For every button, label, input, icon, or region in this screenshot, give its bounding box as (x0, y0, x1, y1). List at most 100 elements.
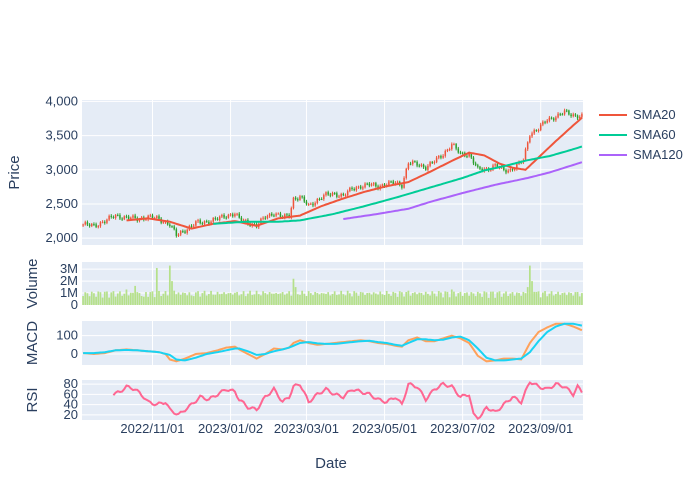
legend-label: SMA20 (633, 107, 676, 122)
candle (392, 181, 394, 184)
volume-y-tick-label: 2M (60, 273, 78, 288)
x-tick-label: 2022/11/01 (120, 421, 184, 436)
macd-panel: 0 100 MACD (24, 321, 583, 365)
candle (316, 198, 319, 204)
candle (110, 215, 113, 217)
volume-bar (396, 296, 399, 305)
volume-bar (440, 292, 442, 305)
candle (470, 153, 473, 158)
volume-bar (357, 295, 360, 305)
candle (201, 223, 204, 225)
volume-bar (194, 292, 197, 305)
candle (550, 117, 553, 119)
volume-bar (296, 294, 299, 305)
candle (303, 196, 306, 202)
volume-bar (299, 294, 301, 305)
legend[interactable]: SMA20 SMA60 SMA120 (599, 107, 683, 162)
volume-bar (418, 292, 421, 305)
candle (114, 214, 117, 218)
candle (242, 219, 245, 221)
x-tick-label: 2023/07/02 (430, 421, 495, 436)
candle (275, 213, 277, 216)
candle (565, 110, 568, 112)
x-tick-label: 2023/03/01 (274, 421, 339, 436)
volume-bar (427, 293, 429, 305)
candle (338, 196, 340, 198)
candle (294, 197, 297, 200)
candle (169, 224, 171, 227)
volume-bar (127, 295, 130, 305)
candle (299, 196, 301, 200)
volume-bar (329, 295, 332, 305)
candle (305, 201, 308, 205)
candle (570, 114, 572, 117)
volume-bar (548, 293, 551, 305)
volume-bar (448, 297, 451, 305)
candle (427, 165, 429, 170)
x-tick-label: 2023/01/02 (198, 421, 263, 436)
legend-item-sma20[interactable]: SMA20 (599, 107, 676, 122)
volume-bar (212, 294, 215, 305)
volume-bar (368, 292, 371, 305)
candle (533, 130, 535, 134)
price-y-tick-label: 3,000 (45, 162, 78, 177)
candle (474, 163, 477, 166)
volume-bar (208, 294, 210, 305)
candle (327, 192, 329, 195)
legend-item-sma60[interactable]: SMA60 (599, 127, 676, 142)
volume-bar (483, 291, 486, 305)
volume-bar (574, 292, 577, 305)
volume-bar (86, 293, 89, 305)
candle (568, 110, 570, 115)
candle (455, 144, 457, 149)
candle (99, 222, 102, 227)
candle (359, 186, 362, 189)
volume-bar (507, 296, 510, 305)
candle (279, 213, 282, 217)
volume-y-tick-label: 3M (60, 261, 78, 276)
candle (490, 169, 492, 171)
candle (509, 169, 512, 171)
volume-bar (199, 296, 202, 305)
legend-label: SMA120 (633, 147, 683, 162)
candle (561, 114, 564, 116)
candle (307, 204, 310, 206)
candle (411, 161, 414, 164)
volume-bar (268, 292, 271, 305)
volume-bar (500, 296, 503, 305)
candle (531, 133, 533, 137)
candle (503, 166, 505, 170)
volume-bar (392, 291, 395, 305)
price-y-tick-label: 4,000 (45, 93, 78, 108)
volume-bar (459, 291, 462, 305)
candle (401, 184, 403, 188)
candle (563, 110, 566, 115)
legend-item-sma120[interactable]: SMA120 (599, 147, 683, 162)
candle (156, 216, 158, 218)
volume-bar (557, 291, 559, 305)
candle (277, 213, 280, 215)
volume-bar (379, 291, 382, 305)
volume-bar (552, 295, 555, 305)
volume-bar (576, 291, 579, 305)
volume-bar (153, 297, 156, 305)
volume-bar (351, 296, 353, 305)
candle (323, 195, 325, 200)
volume-bar (409, 295, 412, 305)
volume-bar (247, 293, 249, 305)
macd-y-tick-label: 100 (56, 328, 78, 343)
volume-bar (192, 296, 195, 305)
volume-bar (333, 291, 336, 305)
volume-bar (420, 292, 423, 305)
candle (312, 203, 314, 206)
volume-bar (353, 291, 356, 305)
volume-bar (492, 291, 494, 305)
candle (581, 114, 583, 117)
volume-bar (253, 294, 256, 305)
volume-bar (485, 292, 488, 305)
volume-bar (234, 292, 236, 305)
volume-y-axis-title: Volume (24, 258, 41, 308)
candle (134, 215, 136, 219)
volume-bar (528, 265, 531, 305)
